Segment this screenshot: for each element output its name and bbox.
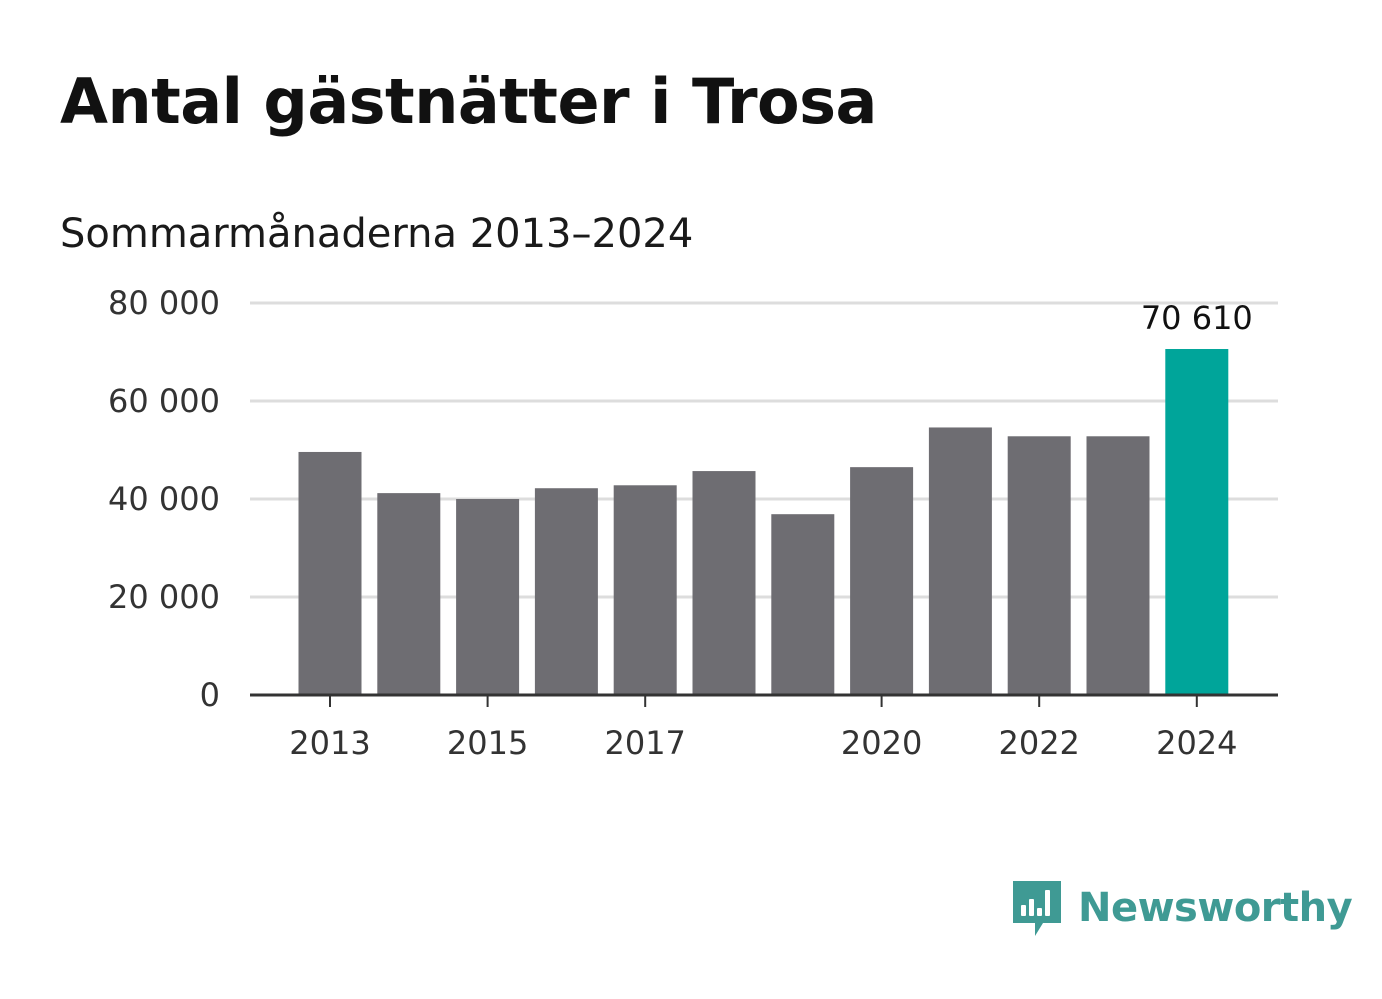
y-tick-label: 40 000 xyxy=(108,480,220,518)
bar-2020 xyxy=(850,467,914,695)
bar-2016 xyxy=(534,488,598,695)
bar-2022 xyxy=(1007,436,1071,695)
x-tick-label: 2020 xyxy=(841,724,922,762)
bar-2019 xyxy=(771,514,835,695)
x-tick-label: 2022 xyxy=(998,724,1079,762)
x-tick-label: 2017 xyxy=(604,724,685,762)
bars xyxy=(298,349,1229,695)
bar-2023 xyxy=(1086,436,1150,695)
chart-title: Antal gästnätter i Trosa xyxy=(60,65,877,138)
bar-2018 xyxy=(692,471,756,695)
x-tick-label: 2015 xyxy=(447,724,528,762)
y-tick-label: 0 xyxy=(200,676,220,714)
x-axis xyxy=(250,693,1278,707)
bar-2017 xyxy=(613,485,677,695)
newsworthy-logo: Newsworthy xyxy=(1010,878,1353,938)
bar-2021 xyxy=(928,427,992,695)
bar-2014 xyxy=(377,493,441,695)
data-label: 70 610 xyxy=(1141,299,1253,337)
x-tick-label: 2013 xyxy=(289,724,370,762)
bar-2013 xyxy=(298,451,362,695)
x-tick-label: 2024 xyxy=(1156,724,1237,762)
bar-2024 xyxy=(1165,349,1229,695)
bar-chart-speech-bubble-icon xyxy=(1013,881,1061,936)
y-tick-label: 60 000 xyxy=(108,382,220,420)
y-tick-label: 80 000 xyxy=(108,284,220,322)
labels: 0 20 000 40 000 60 000 80 000 2013 2015 2017 202… xyxy=(108,284,1253,762)
y-tick-label: 20 000 xyxy=(108,578,220,616)
bar-2015 xyxy=(456,499,520,695)
brand-name: Newsworthy xyxy=(1078,885,1353,931)
chart-subtitle: Sommarmånaderna 2013–2024 xyxy=(60,211,694,257)
